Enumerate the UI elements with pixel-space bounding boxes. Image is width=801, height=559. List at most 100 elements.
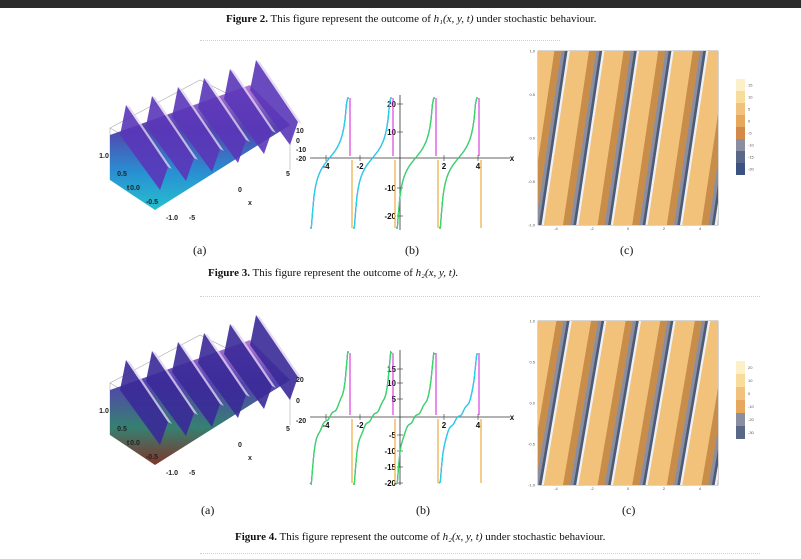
contour-band xyxy=(569,321,602,485)
contour-band xyxy=(682,321,718,485)
y-tick-label: -5 xyxy=(389,431,397,440)
x-tick-label: -5 xyxy=(189,470,195,477)
contour-legend-label: -20 xyxy=(748,167,755,172)
x-tick-label: -5 xyxy=(189,215,195,222)
contour-band xyxy=(538,321,570,485)
surface-ridge xyxy=(120,105,168,190)
plot-branch-lower xyxy=(310,97,349,229)
contour-band xyxy=(538,51,568,225)
contour-band xyxy=(597,321,633,485)
t-tick-label: 1.0 xyxy=(99,408,109,415)
t-tick-label: 0.0 xyxy=(130,185,140,192)
x-axis-label: x xyxy=(510,413,515,422)
contour-band xyxy=(747,51,776,225)
contour-y-tick: 0.0 xyxy=(529,401,535,406)
t-tick-label: 0.5 xyxy=(117,171,127,178)
x-tick-label: 5 xyxy=(286,426,290,433)
y-tick-label: 5 xyxy=(392,395,397,404)
caption-rule-2 xyxy=(200,296,760,297)
surface-ridge xyxy=(146,96,194,181)
z-tick-label: -10 xyxy=(296,147,306,154)
contour-band xyxy=(610,321,642,485)
contour-band xyxy=(708,428,718,485)
contour-band xyxy=(610,51,640,225)
contour-y-tick: -0.5 xyxy=(528,442,536,447)
contour-legend-swatch xyxy=(736,374,745,387)
contour-band xyxy=(781,321,801,485)
contour-band xyxy=(771,321,801,485)
line-plot-row2: x -4 -2 2 4 15 10 5 -5 -10 -15 -20 xyxy=(309,350,515,488)
plot-branch-upper xyxy=(396,97,435,229)
t-tick-label: 1.0 xyxy=(99,153,109,160)
t-tick-label: 0.5 xyxy=(117,426,127,433)
contour-legend-swatch xyxy=(736,163,745,175)
contour-y-tick: -1.0 xyxy=(528,483,536,488)
contour-x-tick: 0 xyxy=(627,486,630,491)
contour-x-tick: -2 xyxy=(590,486,594,491)
surface-ridge xyxy=(250,60,298,145)
x-tick-label: 0 xyxy=(238,442,242,449)
contour-legend-label: -10 xyxy=(748,143,755,148)
contour-band xyxy=(597,51,631,225)
contour-band xyxy=(608,51,637,225)
contour-band xyxy=(538,51,565,225)
x-tick-label: 4 xyxy=(476,162,481,171)
contour-legend-label: -30 xyxy=(748,430,755,435)
t-tick-label: -1.0 xyxy=(166,470,178,477)
contour-band xyxy=(673,321,706,485)
contour-band xyxy=(666,51,700,225)
contour-x-tick: -4 xyxy=(554,486,558,491)
y-tick-label: -10 xyxy=(384,184,396,193)
z-tick-label: -20 xyxy=(296,418,306,425)
surface-ridge xyxy=(224,324,272,409)
contour-legend-swatch xyxy=(736,103,745,115)
x-axis-label: x xyxy=(248,200,252,207)
y-tick-label: 20 xyxy=(387,100,396,109)
contour-band xyxy=(569,51,600,225)
x-tick-label: 2 xyxy=(442,162,447,171)
contour-band xyxy=(749,321,779,485)
surface-plot-row2: 1.0 0.50.0 -0.5 -1.0 t -5 0 5 x 20 0 -20 xyxy=(99,315,306,477)
contour-band xyxy=(680,51,709,225)
contour-band xyxy=(563,51,596,225)
contour-band xyxy=(680,321,711,485)
z-tick-label: 20 xyxy=(296,377,304,384)
contour-x-tick: -4 xyxy=(554,226,558,231)
contour-plot-row1: 1.00.50.0-0.5-1.0-4 -2 0 2 4151050-5-10-15-2… xyxy=(528,49,754,232)
contour-bands xyxy=(538,51,797,225)
contour-band xyxy=(778,321,801,485)
surface-group: 1.0 0.50.0 -0.5 -1.0 t -5 0 5 x 10 0 -10 -20 xyxy=(99,60,306,222)
surface-group: 1.0 0.50.0 -0.5 -1.0 t -5 0 5 x 20 0 -20 xyxy=(99,315,306,477)
surface-ridge xyxy=(120,360,168,445)
y-tick-label: -20 xyxy=(384,212,396,221)
contour-band xyxy=(749,51,777,225)
plot-branch-lower xyxy=(395,351,436,485)
t-tick-label: -1.0 xyxy=(166,215,178,222)
x-tick-label: 4 xyxy=(476,421,481,430)
window-top-bar xyxy=(0,0,801,8)
contour-legend-swatch xyxy=(736,115,745,127)
y-tick-label: 10 xyxy=(387,128,396,137)
contour-band xyxy=(632,321,668,485)
sublabel-a-row2: (a) xyxy=(201,503,215,517)
contour-band xyxy=(604,321,637,485)
contour-band xyxy=(784,321,801,485)
contour-band xyxy=(573,321,605,485)
contour-band xyxy=(752,51,797,225)
contour-band xyxy=(538,321,567,485)
contour-y-tick: -0.5 xyxy=(528,179,536,184)
contour-band xyxy=(645,51,674,225)
contour-band xyxy=(677,321,709,485)
line-plot-group: x -4 -2 2 4 20 10 -10 -20 xyxy=(310,95,515,230)
contour-band xyxy=(752,321,799,485)
contour-band xyxy=(639,51,669,225)
contour-band xyxy=(544,321,592,485)
x-axis-label: x xyxy=(248,455,252,462)
contour-group: 1.00.50.0-0.5-1.0-4 -2 0 2 4151050-5-10-15-2… xyxy=(528,49,797,232)
sublabel-a-row1: (a) xyxy=(193,243,207,257)
plot-branch-lower xyxy=(352,350,393,485)
contour-legend-label: 0 xyxy=(748,391,751,396)
contour-band xyxy=(645,321,676,485)
contour-legend-swatch xyxy=(736,151,745,163)
contour-legend-swatch xyxy=(736,91,745,103)
